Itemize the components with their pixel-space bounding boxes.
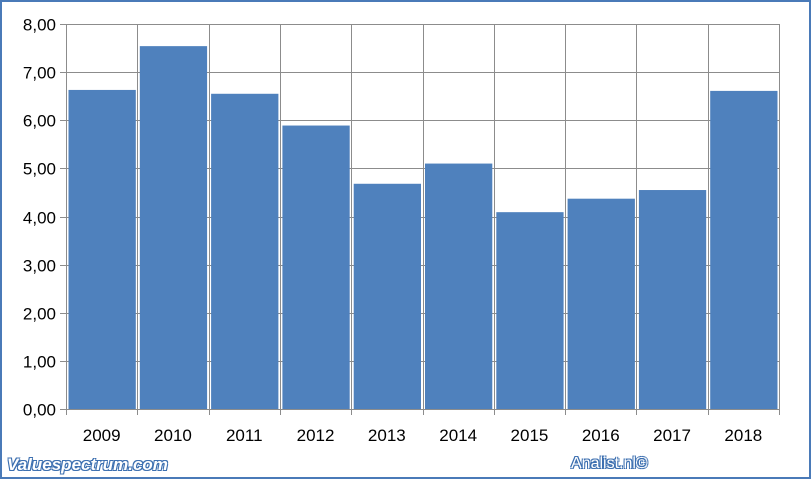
- bar-2015: [496, 212, 564, 409]
- x-tick-label: 2014: [439, 426, 477, 445]
- bar-2010: [139, 46, 208, 409]
- bar-2017: [638, 190, 707, 409]
- x-tick-label: 2013: [368, 426, 406, 445]
- x-tick-label: 2016: [582, 426, 620, 445]
- x-tick-label: 2017: [653, 426, 691, 445]
- x-tick-labels: 2009 2010 2011 2012 2013 2014 2015 2016 2017 2018: [83, 426, 763, 445]
- x-tick-label: 2015: [511, 426, 549, 445]
- y-tick-label: 3,00: [23, 257, 56, 276]
- bar-2011: [211, 93, 279, 409]
- footer-source-left: Valuespectrum.com: [7, 455, 168, 474]
- y-tick-label: 1,00: [23, 353, 56, 372]
- y-tick-label: 6,00: [23, 112, 56, 131]
- bar-2014: [425, 163, 493, 409]
- bar-2013: [353, 183, 421, 409]
- bar-2012: [282, 125, 350, 409]
- x-tick-label: 2018: [724, 426, 762, 445]
- x-tick-label: 2010: [154, 426, 192, 445]
- y-tick-label: 0,00: [23, 401, 56, 420]
- bar-2016: [567, 198, 635, 409]
- y-tick-label: 2,00: [23, 305, 56, 324]
- y-tick-label: 8,00: [23, 16, 56, 35]
- bars: [68, 46, 778, 410]
- axes: [60, 24, 780, 410]
- y-tick-label: 5,00: [23, 160, 56, 179]
- y-tick-labels: 0,00 1,00 2,00 3,00 4,00 5,00 6,00 7,00 8,00: [23, 16, 56, 420]
- bar-2018: [710, 90, 778, 410]
- y-tick-label: 4,00: [23, 209, 56, 228]
- y-tick-label: 7,00: [23, 64, 56, 83]
- x-tick-label: 2009: [83, 426, 121, 445]
- x-tick-label: 2011: [226, 426, 263, 445]
- footer-source-right: Analist.nl©: [571, 455, 648, 472]
- bar-2009: [68, 89, 136, 410]
- x-tick-label: 2012: [297, 426, 335, 445]
